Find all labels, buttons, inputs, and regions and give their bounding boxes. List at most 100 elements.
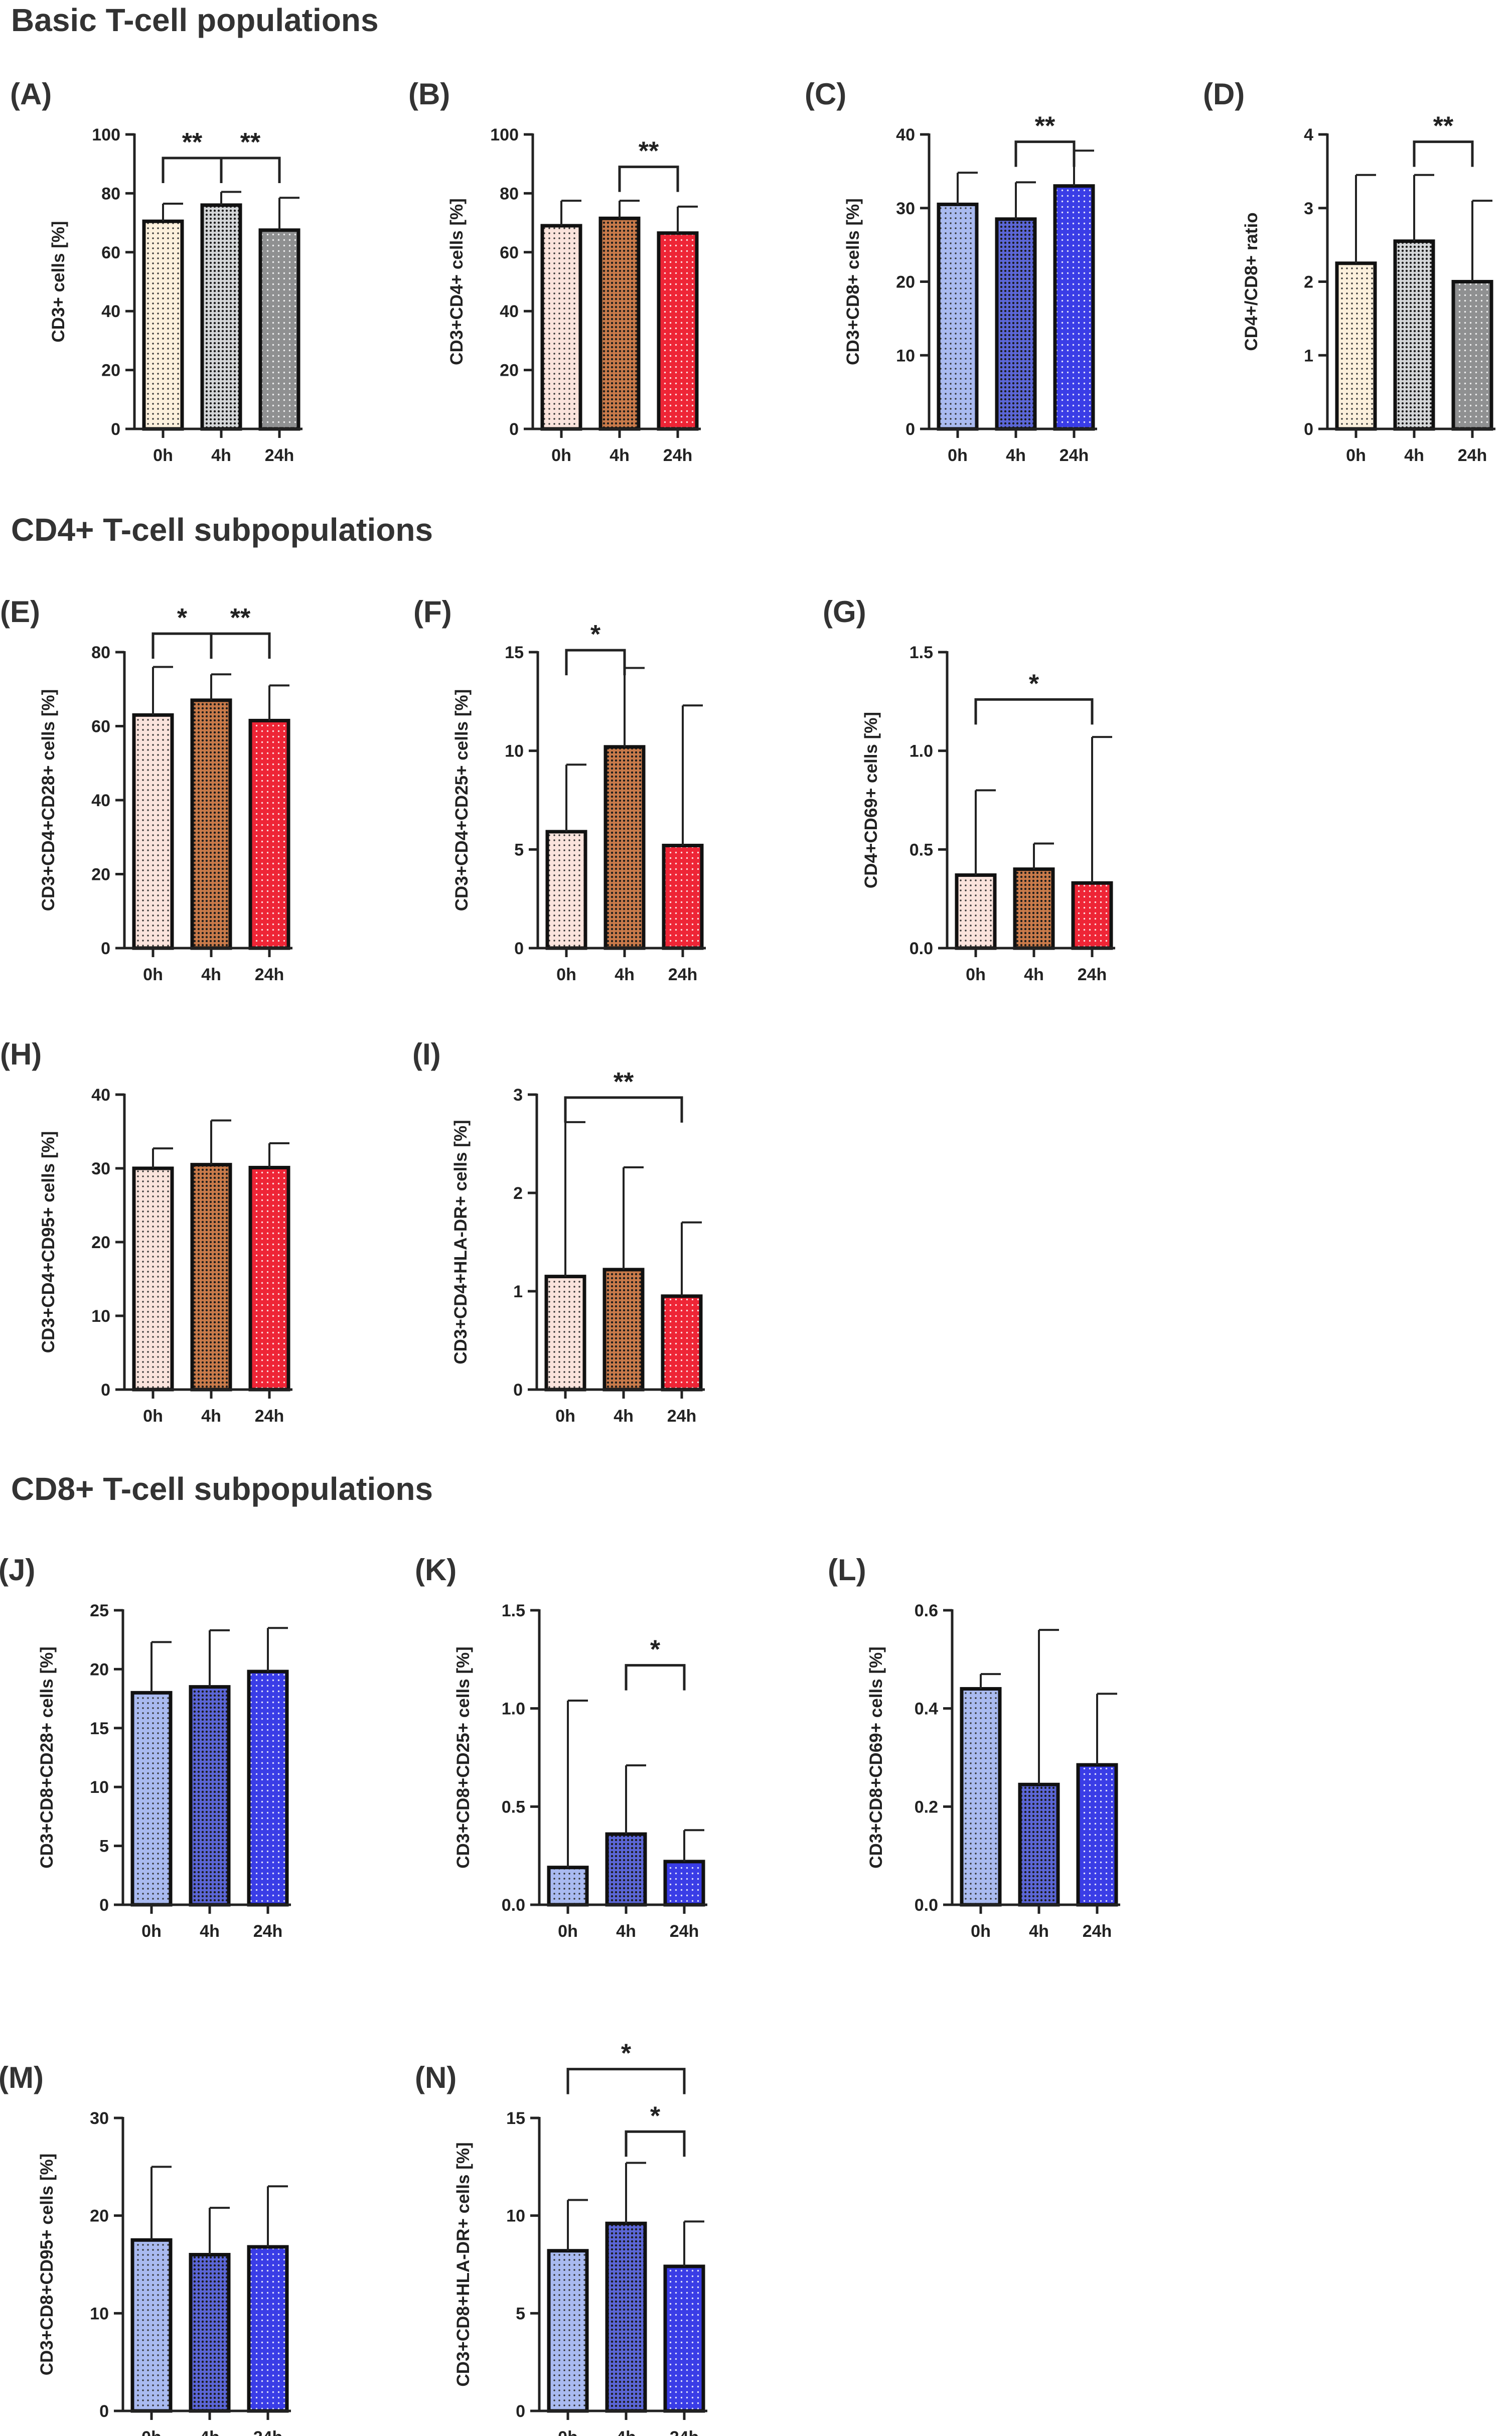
significance-label: * xyxy=(177,603,188,633)
y-tick-label: 0.6 xyxy=(915,1601,938,1620)
y-axis-title: CD3+ cells [%] xyxy=(49,221,68,342)
bar-texture xyxy=(191,1687,229,1905)
chart-panel-j: (J) CD3+CD8+CD28+ cells [%] 0 5 10 15 20 25 0h 4h… xyxy=(0,1553,291,1941)
x-tick-label: 24h xyxy=(667,1407,697,1426)
significance-bracket xyxy=(564,1096,683,1123)
bar-texture xyxy=(202,205,240,429)
y-tick-label: 80 xyxy=(91,643,110,662)
significance-bracket xyxy=(162,157,223,183)
y-tick-label: 0 xyxy=(99,1896,109,1915)
significance-label: * xyxy=(650,2101,661,2130)
significance-bracket xyxy=(220,157,281,183)
y-tick-label: 0 xyxy=(101,939,110,958)
y-tick-label: 25 xyxy=(90,1601,109,1620)
significance-label: * xyxy=(650,1635,661,1664)
x-tick-label: 4h xyxy=(616,1922,636,1941)
y-tick-label: 1.5 xyxy=(502,1601,525,1620)
y-axis-title: CD3+CD8+CD69+ cells [%] xyxy=(866,1646,886,1869)
y-tick-label: 10 xyxy=(896,346,915,365)
y-tick-label: 40 xyxy=(896,125,915,144)
bar-texture xyxy=(1020,1784,1058,1905)
y-tick-label: 0.5 xyxy=(502,1797,525,1816)
section-title-basic: Basic T-cell populations xyxy=(11,2,379,38)
bar-texture xyxy=(1395,241,1433,429)
significance-bracket xyxy=(152,632,213,659)
x-tick-label: 4h xyxy=(200,1922,220,1941)
significance-label: ** xyxy=(240,128,261,157)
bar-texture xyxy=(997,219,1035,429)
x-tick-label: 4h xyxy=(1024,965,1044,984)
bar-texture xyxy=(1015,869,1053,948)
panel-label: (J) xyxy=(0,1553,35,1587)
y-tick-label: 60 xyxy=(91,717,110,736)
y-tick-label: 100 xyxy=(92,125,120,144)
x-tick-label: 24h xyxy=(253,1922,283,1941)
chart-panel-m: (M) CD3+CD8+CD95+ cells [%] 0 10 20 30 0h 4h 24h xyxy=(0,2061,291,2436)
section-title-cd8: CD8+ T-cell subpopulations xyxy=(11,1471,433,1507)
y-tick-label: 20 xyxy=(500,361,519,380)
x-tick-label: 0h xyxy=(555,1407,575,1426)
y-tick-label: 20 xyxy=(91,865,110,884)
y-tick-label: 10 xyxy=(91,1307,110,1326)
x-tick-label: 24h xyxy=(1083,1922,1112,1941)
bar-texture xyxy=(134,1168,172,1390)
y-tick-label: 0 xyxy=(514,939,524,958)
y-tick-label: 0.2 xyxy=(915,1797,938,1816)
bar-texture xyxy=(962,1689,1000,1905)
significance-bracket xyxy=(618,166,679,192)
bar-texture xyxy=(547,831,585,948)
bar-texture xyxy=(549,1867,587,1905)
significance-label: * xyxy=(1029,669,1039,698)
x-tick-label: 4h xyxy=(616,2428,636,2436)
y-tick-label: 20 xyxy=(91,1233,110,1252)
y-tick-label: 5 xyxy=(516,2304,525,2323)
significance-bracket xyxy=(625,2130,686,2157)
y-tick-label: 100 xyxy=(490,125,519,144)
y-tick-label: 2 xyxy=(1304,273,1313,292)
y-tick-label: 0 xyxy=(1304,420,1313,439)
significance-label: ** xyxy=(182,128,203,157)
y-axis-title: CD3+CD8+ cells [%] xyxy=(843,198,863,365)
y-tick-label: 0 xyxy=(905,420,915,439)
bar-texture xyxy=(249,1671,287,1905)
y-tick-label: 0.0 xyxy=(910,939,933,958)
x-tick-label: 0h xyxy=(141,2428,162,2436)
y-axis-title: CD3+CD4+ cells [%] xyxy=(447,198,467,365)
x-tick-label: 4h xyxy=(211,446,231,465)
bar-texture xyxy=(144,221,182,429)
chart-panel-b: (B) CD3+CD4+ cells [%] 0 20 40 60 80 100 0h 4h 24h… xyxy=(408,77,701,465)
y-tick-label: 40 xyxy=(101,302,120,321)
bar-texture xyxy=(604,1269,643,1390)
x-tick-label: 24h xyxy=(1060,446,1089,465)
y-tick-label: 0 xyxy=(111,420,120,439)
bar-texture xyxy=(1453,281,1491,429)
y-tick-label: 4 xyxy=(1304,125,1313,144)
significance-bracket xyxy=(1014,140,1076,167)
y-tick-label: 5 xyxy=(99,1837,109,1856)
y-axis-title: CD3+CD8+CD28+ cells [%] xyxy=(37,1646,57,1869)
y-tick-label: 30 xyxy=(896,199,915,218)
x-tick-label: 4h xyxy=(1404,446,1424,465)
x-tick-label: 4h xyxy=(615,965,635,984)
y-tick-label: 3 xyxy=(513,1086,523,1105)
y-tick-label: 20 xyxy=(101,361,120,380)
x-tick-label: 4h xyxy=(201,965,221,984)
bar-texture xyxy=(546,1276,584,1390)
x-tick-label: 4h xyxy=(201,1407,221,1426)
bar-texture xyxy=(549,2250,587,2411)
x-tick-label: 0h xyxy=(143,965,163,984)
bar-texture xyxy=(607,1834,645,1905)
bar-texture xyxy=(606,746,644,948)
x-tick-label: 24h xyxy=(668,965,698,984)
significance-label: ** xyxy=(230,603,251,633)
chart-panel-i: (I) CD3+CD4+HLA-DR+ cells [%] 0 1 2 3 0h 4h 24h *… xyxy=(412,1037,705,1426)
bar-texture xyxy=(664,845,702,948)
chart-panel-d: (D) CD4+/CD8+ ratio 0 1 2 3 4 0h 4h 24h ** xyxy=(1203,77,1495,465)
bar-texture xyxy=(939,204,977,429)
bar-texture xyxy=(600,218,639,429)
bar-texture xyxy=(1337,263,1375,429)
y-tick-label: 20 xyxy=(90,2207,109,2226)
significance-bracket xyxy=(974,698,1094,725)
x-tick-label: 4h xyxy=(610,446,630,465)
